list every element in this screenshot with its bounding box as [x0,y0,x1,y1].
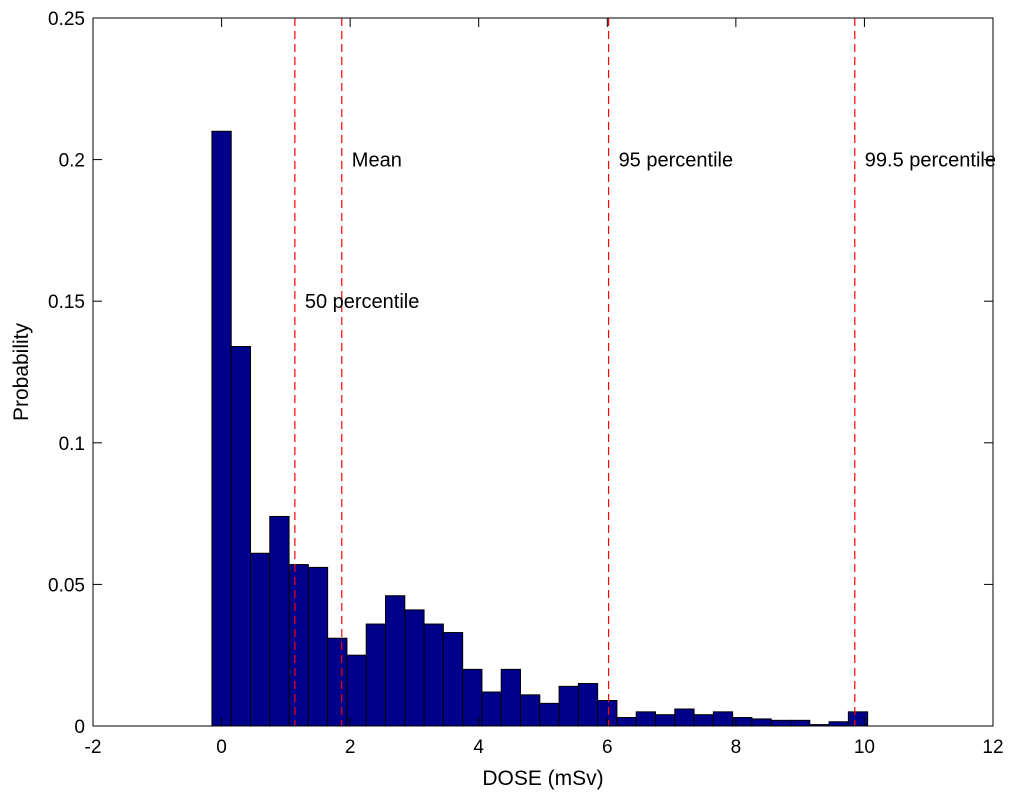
x-tick-label: 10 [854,737,875,758]
reference-line-label: 99.5 percentile [865,150,996,172]
histogram-bar [674,708,695,727]
reference-line-label: Mean [352,150,402,172]
x-tick-label: 0 [216,737,227,758]
histogram-bar [655,714,676,727]
histogram-bar [269,515,290,727]
histogram-bar [500,668,522,727]
reference-line-label: 95 percentile [619,150,734,172]
histogram-bar [250,552,271,727]
y-tick-label: 0.2 [59,151,85,172]
histogram-bar [327,637,348,727]
plot-frame [92,17,994,727]
x-tick-label: 12 [982,737,1003,758]
y-tick-label: 0.15 [48,292,85,313]
histogram-bar [635,711,657,727]
histogram-bar [751,718,772,727]
histogram-bar [693,714,714,727]
histogram-bar [307,566,329,727]
annotations-group: 50 percentile Mean 95 percentile 99.5 perce… [305,150,996,314]
x-tick-label: 6 [602,737,613,758]
histogram-bar [404,609,425,727]
histogram-bar [211,130,232,727]
histogram-bar [520,694,541,727]
histogram-bar [442,632,464,727]
histogram-bar [346,654,367,727]
histogram-bar [288,564,309,727]
histogram-bar [365,623,387,727]
x-tick-label: 2 [345,737,356,758]
histogram-bar [481,691,502,727]
x-tick-label: 4 [473,737,484,758]
y-tick-label: 0.05 [48,575,85,596]
y-axis-title: Probability [10,322,33,421]
histogram-bar [558,685,579,727]
y-tick-label: 0.1 [59,434,85,455]
x-tick-label: 8 [731,737,742,758]
histogram-bar [423,623,444,727]
histogram-bar [616,717,637,727]
plot-border [92,17,994,727]
histogram-bar [770,719,792,727]
histogram-bar [385,595,406,727]
bars-group [211,130,869,727]
histogram-bar [539,702,560,727]
histogram-bar [230,346,251,727]
histogram-bar [790,719,811,727]
x-tick-label: -2 [85,737,102,758]
histogram-bar [577,683,599,727]
y-tick-label: 0.25 [48,9,85,30]
histogram-bar [828,721,849,727]
reference-lines-group [294,18,856,726]
reference-line-label: 50 percentile [305,291,420,313]
y-tick-label: 0 [74,717,85,738]
histogram-bar [712,711,734,727]
x-axis-title: DOSE (mSv) [482,767,603,790]
